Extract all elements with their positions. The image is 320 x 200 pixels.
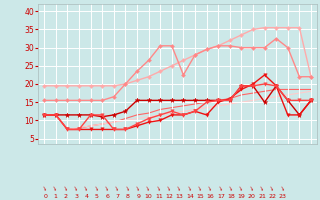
Text: 9: 9 <box>136 194 140 200</box>
Text: 16: 16 <box>207 194 214 200</box>
Text: ↓: ↓ <box>166 186 172 192</box>
Text: 4: 4 <box>84 194 89 200</box>
Text: ↓: ↓ <box>228 186 235 192</box>
Text: 6: 6 <box>105 194 109 200</box>
Text: 2: 2 <box>64 194 68 200</box>
Text: 11: 11 <box>155 194 163 200</box>
Text: 1: 1 <box>53 194 57 200</box>
Text: 19: 19 <box>237 194 245 200</box>
Text: 14: 14 <box>186 194 194 200</box>
Text: ↓: ↓ <box>63 186 69 192</box>
Text: 18: 18 <box>227 194 235 200</box>
Text: ↓: ↓ <box>197 186 204 192</box>
Text: ↓: ↓ <box>280 186 286 192</box>
Text: ↓: ↓ <box>156 186 162 192</box>
Text: ↓: ↓ <box>114 186 121 192</box>
Text: 23: 23 <box>279 194 287 200</box>
Text: ↓: ↓ <box>259 186 265 192</box>
Text: ↓: ↓ <box>52 186 59 192</box>
Text: ↓: ↓ <box>104 186 110 192</box>
Text: 17: 17 <box>217 194 225 200</box>
Text: 15: 15 <box>196 194 204 200</box>
Text: 0: 0 <box>43 194 47 200</box>
Text: ↓: ↓ <box>187 186 193 192</box>
Text: ↓: ↓ <box>238 186 245 192</box>
Text: ↓: ↓ <box>207 186 214 192</box>
Text: ↓: ↓ <box>145 186 152 192</box>
Text: 8: 8 <box>126 194 130 200</box>
Text: ↓: ↓ <box>135 186 141 192</box>
Text: 21: 21 <box>258 194 266 200</box>
Text: 20: 20 <box>248 194 256 200</box>
Text: ↓: ↓ <box>176 186 183 192</box>
Text: 3: 3 <box>74 194 78 200</box>
Text: 10: 10 <box>145 194 152 200</box>
Text: ↓: ↓ <box>42 186 48 192</box>
Text: ↓: ↓ <box>249 186 255 192</box>
Text: ↓: ↓ <box>83 186 90 192</box>
Text: 5: 5 <box>95 194 99 200</box>
Text: ↓: ↓ <box>93 186 100 192</box>
Text: 12: 12 <box>165 194 173 200</box>
Text: ↓: ↓ <box>218 186 224 192</box>
Text: 22: 22 <box>268 194 276 200</box>
Text: 13: 13 <box>176 194 183 200</box>
Text: ↓: ↓ <box>269 186 276 192</box>
Text: ↓: ↓ <box>124 186 131 192</box>
Text: ↓: ↓ <box>73 186 79 192</box>
Text: 7: 7 <box>116 194 119 200</box>
